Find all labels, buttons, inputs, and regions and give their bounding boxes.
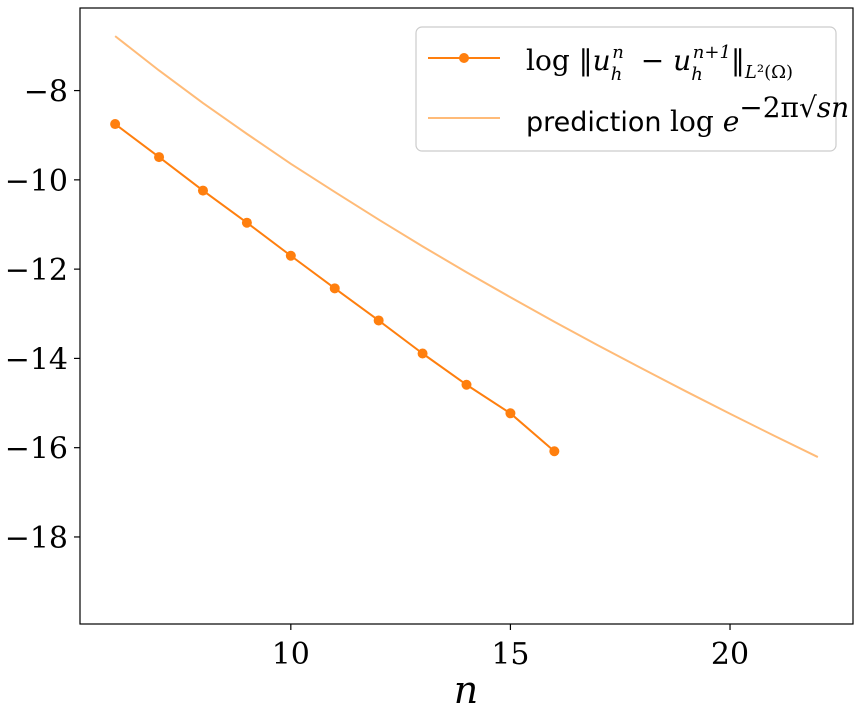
y-tick-label: −12 <box>5 253 68 288</box>
series-layer <box>110 35 819 458</box>
series-line-2 <box>114 35 819 458</box>
legend-marker-series-1 <box>459 53 469 63</box>
y-tick-label: −16 <box>5 432 68 467</box>
data-point <box>461 379 472 390</box>
x-axis: 10 15 20 <box>272 624 749 672</box>
y-tick-label: −14 <box>5 342 68 377</box>
y-tick-label: −18 <box>5 521 68 556</box>
data-point <box>373 315 384 326</box>
data-point <box>197 185 208 196</box>
data-point <box>285 250 296 261</box>
legend-box <box>415 26 837 152</box>
x-tick-label: 15 <box>491 637 529 672</box>
data-point <box>154 152 165 163</box>
legend-label-series-2: prediction log e−2π√sn <box>526 91 849 138</box>
y-tick-label: −8 <box>24 75 68 110</box>
legend: log ‖uhn − uhn+1‖L²(Ω) prediction log e−… <box>415 26 849 152</box>
y-tick-label: −10 <box>5 164 68 199</box>
x-axis-label: n <box>454 668 478 712</box>
y-axis: −8 −10 −12 −14 −16 −18 <box>5 75 80 556</box>
x-tick-label: 10 <box>272 637 310 672</box>
data-point <box>549 446 560 457</box>
data-point <box>110 119 121 130</box>
x-tick-label: 20 <box>711 637 749 672</box>
data-point <box>241 217 252 228</box>
data-point <box>417 348 428 359</box>
data-point <box>505 408 516 419</box>
legend-label-series-1: log ‖uhn − uhn+1‖L²(Ω) <box>526 42 793 85</box>
data-point <box>329 283 340 294</box>
